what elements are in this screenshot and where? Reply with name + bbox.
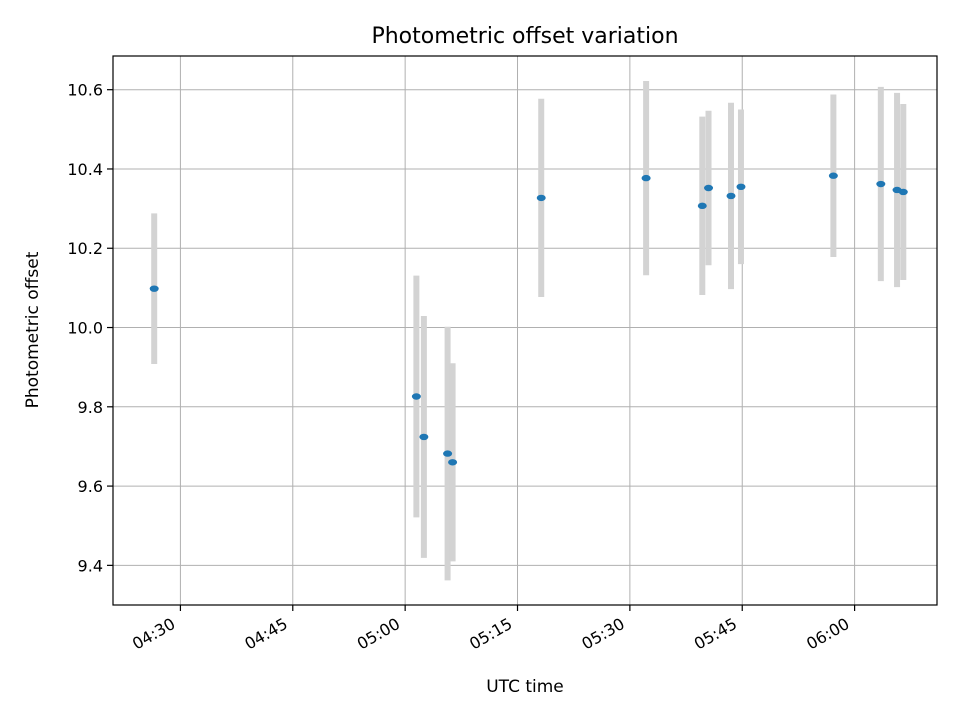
data-point <box>411 393 421 400</box>
data-point <box>149 285 159 292</box>
data-point <box>536 194 546 202</box>
data-point <box>736 183 746 191</box>
data-point <box>443 450 453 457</box>
y-tick-label: 9.6 <box>78 477 103 496</box>
y-axis-label: Photometric offset <box>23 251 43 408</box>
y-tick-label: 10.2 <box>67 239 103 258</box>
data-point <box>828 172 838 179</box>
chart-title: Photometric offset variation <box>371 24 678 49</box>
data-point <box>898 188 908 196</box>
y-tick-label: 10.4 <box>67 160 103 179</box>
data-points <box>149 172 908 466</box>
axis-ticks <box>107 89 856 611</box>
y-tick-label: 10.0 <box>67 319 103 338</box>
data-point <box>704 184 714 192</box>
y-tick-label: 10.6 <box>67 81 103 100</box>
y-tick-label: 9.4 <box>78 556 103 575</box>
y-tick-label: 9.8 <box>78 398 103 417</box>
data-point <box>726 192 736 200</box>
data-point <box>419 433 429 441</box>
plot-frame <box>112 55 938 606</box>
data-point <box>448 459 458 466</box>
x-axis-label: UTC time <box>486 677 564 697</box>
data-point <box>876 180 886 188</box>
data-point <box>697 202 707 210</box>
data-point <box>641 174 651 182</box>
